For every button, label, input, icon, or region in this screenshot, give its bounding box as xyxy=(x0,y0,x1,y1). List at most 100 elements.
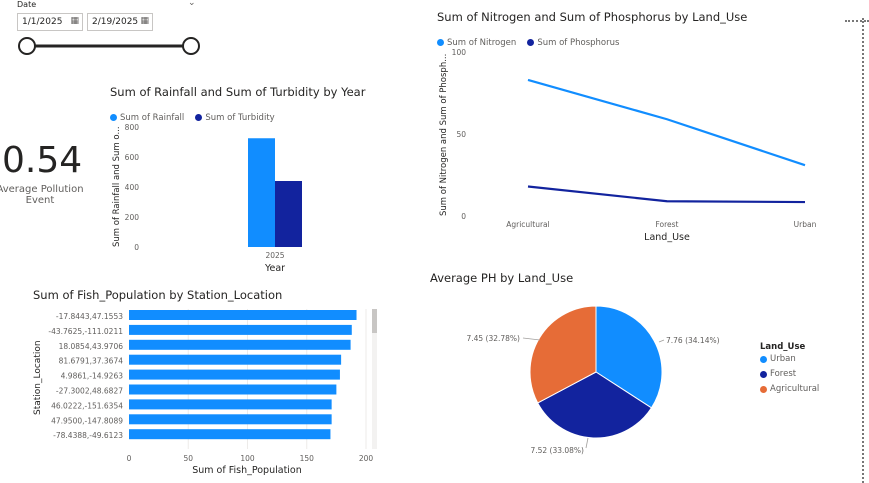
start-date-input[interactable]: 1/1/2025 ▦ xyxy=(17,13,83,31)
fish-chart-title: Sum of Fish_Population by Station_Locati… xyxy=(33,288,283,302)
legend-label: Sum of Nitrogen xyxy=(447,37,517,48)
legend-item-agricultural[interactable]: Agricultural xyxy=(760,384,819,394)
pie-leader-line xyxy=(522,337,541,341)
ph-legend-title: Land_Use xyxy=(760,342,806,352)
fish-category-label: 47.9500,-147.8089 xyxy=(51,416,123,425)
nitrogen-x-axis-title: Land_Use xyxy=(644,232,690,243)
nitrogen-y-tick-label: 0 xyxy=(461,212,466,221)
rainfall-bar-turbidity xyxy=(275,181,302,247)
fish-bar xyxy=(129,414,332,425)
end-date-value: 2/19/2025 xyxy=(92,17,139,27)
pie-data-label: 7.76 (34.14%) xyxy=(666,336,720,345)
kpi-value: 0.54 xyxy=(2,140,83,181)
rainfall-y-tick-label: 400 xyxy=(125,183,140,192)
pie-slice-agricultural xyxy=(529,305,597,404)
nitrogen-x-tick-label: Agricultural xyxy=(506,220,549,229)
ph-legend: Land_Use Urban Forest Agricultural xyxy=(760,342,825,394)
calendar-icon[interactable]: ▦ xyxy=(70,16,79,26)
fish-x-tick-label: 200 xyxy=(359,454,374,463)
rainfall-chart-title: Sum of Rainfall and Sum of Turbidity by … xyxy=(110,85,366,99)
fish-x-tick-label: 100 xyxy=(240,454,255,463)
pie-data-label: 7.45 (32.78%) xyxy=(466,334,520,343)
legend-dot xyxy=(110,114,117,121)
nitrogen-line-nitrogen xyxy=(527,78,806,167)
fish-category-label: -43.7625,-111.0211 xyxy=(48,327,123,336)
fish-x-tick-label: 50 xyxy=(183,454,193,463)
rainfall-y-tick-label: 200 xyxy=(125,213,140,222)
date-range-slider[interactable] xyxy=(14,35,204,57)
legend-item-phosphorus[interactable]: Sum of Phosphorus xyxy=(527,38,619,48)
page-border-right xyxy=(862,18,864,483)
rainfall-y-tick-label: 600 xyxy=(125,153,140,162)
kpi-label-line1: Average Pollution xyxy=(0,184,84,195)
fish-category-label: -17.8443,47.1553 xyxy=(56,312,123,321)
slicer-label: Date xyxy=(17,0,37,9)
rainfall-chart: Sum of Rainfall and Sum o... Year 2025 8… xyxy=(112,123,302,274)
fish-category-label: 4.9861,-14.9263 xyxy=(61,372,124,381)
legend-item-turbidity[interactable]: Sum of Turbidity xyxy=(195,112,275,123)
pie-leader-line xyxy=(585,437,589,449)
fish-category-label: -78.4388,-49.6123 xyxy=(53,431,123,440)
scrollbar-track[interactable] xyxy=(372,309,377,449)
nitrogen-y-tick-label: 50 xyxy=(456,130,466,139)
legend-label: Forest xyxy=(770,369,797,379)
nitrogen-y-tick-label: 100 xyxy=(452,48,467,57)
fish-bar xyxy=(129,310,357,320)
legend-label: Sum of Rainfall xyxy=(120,112,185,123)
nitrogen-line-phosphorus xyxy=(527,185,806,204)
legend-item-nitrogen[interactable]: Sum of Nitrogen xyxy=(437,38,516,48)
fish-bar xyxy=(129,354,342,365)
pie-data-label: 7.52 (33.08%) xyxy=(530,446,584,455)
chevron-down-icon[interactable]: ⌄ xyxy=(188,0,196,8)
pie-leader-line xyxy=(658,339,665,343)
slider-start-handle[interactable] xyxy=(18,37,36,55)
fish-bar xyxy=(129,324,352,335)
legend-item-rainfall[interactable]: Sum of Rainfall xyxy=(110,113,184,123)
fish-bar xyxy=(129,429,331,440)
legend-item-forest[interactable]: Forest xyxy=(760,369,819,379)
pie-slice-forest xyxy=(537,371,653,439)
end-date-input[interactable]: 2/19/2025 ▦ xyxy=(87,13,153,31)
fish-category-label: 46.0222,-151.6354 xyxy=(51,401,123,410)
rainfall-y-tick-label: 800 xyxy=(125,123,140,132)
fish-bar xyxy=(129,384,337,395)
nitrogen-chart-title: Sum of Nitrogen and Sum of Phosphorus by… xyxy=(437,10,748,24)
fish-bar xyxy=(129,339,351,350)
legend-dot xyxy=(760,385,767,393)
kpi-label-line2: Event xyxy=(25,195,55,206)
legend-item-urban[interactable]: Urban xyxy=(760,354,819,364)
legend-label: Agricultural xyxy=(770,384,820,394)
ph-chart-title: Average PH by Land_Use xyxy=(430,271,574,285)
scrollbar-thumb[interactable] xyxy=(372,309,377,333)
fish-x-tick-label: 0 xyxy=(127,454,132,463)
rainfall-x-axis-title: Year xyxy=(264,263,285,274)
nitrogen-legend: Sum of Nitrogen Sum of Phosphorus xyxy=(437,31,625,50)
nitrogen-x-tick-label: Urban xyxy=(794,220,817,229)
rainfall-y-axis-title: Sum of Rainfall and Sum o... xyxy=(112,126,122,247)
rainfall-legend: Sum of Rainfall Sum of Turbidity xyxy=(110,106,281,125)
start-date-value: 1/1/2025 xyxy=(22,17,63,27)
legend-dot xyxy=(437,39,444,46)
calendar-icon[interactable]: ▦ xyxy=(140,16,149,26)
fish-category-label: -27.3002,48.6827 xyxy=(56,387,123,396)
fish-bar xyxy=(129,399,332,410)
ph-pie-chart: 7.76 (34.14%) 7.52 (33.08%) 7.45 (32.78%) xyxy=(466,305,720,455)
fish-chart: Station_Location Sum of Fish_Population … xyxy=(33,309,377,476)
legend-dot xyxy=(760,355,767,363)
legend-dot xyxy=(760,370,767,378)
fish-category-label: 81.6791,37.3674 xyxy=(59,357,124,366)
fish-x-axis-title: Sum of Fish_Population xyxy=(192,465,302,476)
nitrogen-x-tick-label: Forest xyxy=(655,220,678,229)
nitrogen-chart: Sum of Nitrogen and Sum of Phosph... Lan… xyxy=(439,48,817,243)
legend-label: Urban xyxy=(770,354,796,364)
fish-category-label: 18.0854,43.9706 xyxy=(59,342,124,351)
rainfall-bar-rainfall xyxy=(248,138,275,247)
kpi-label: Average Pollution Event xyxy=(0,184,86,206)
legend-label: Sum of Turbidity xyxy=(205,112,275,123)
fish-x-tick-label: 150 xyxy=(300,454,315,463)
legend-dot xyxy=(527,39,535,46)
rainfall-category-label: 2025 xyxy=(265,251,284,260)
nitrogen-y-axis-title: Sum of Nitrogen and Sum of Phosph... xyxy=(439,54,449,216)
slider-end-handle[interactable] xyxy=(182,37,200,55)
fish-bar xyxy=(129,369,340,380)
